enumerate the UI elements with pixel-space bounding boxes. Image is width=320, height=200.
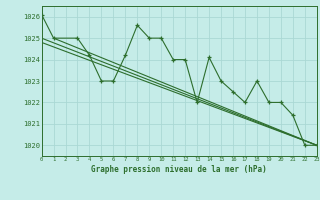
X-axis label: Graphe pression niveau de la mer (hPa): Graphe pression niveau de la mer (hPa): [91, 165, 267, 174]
